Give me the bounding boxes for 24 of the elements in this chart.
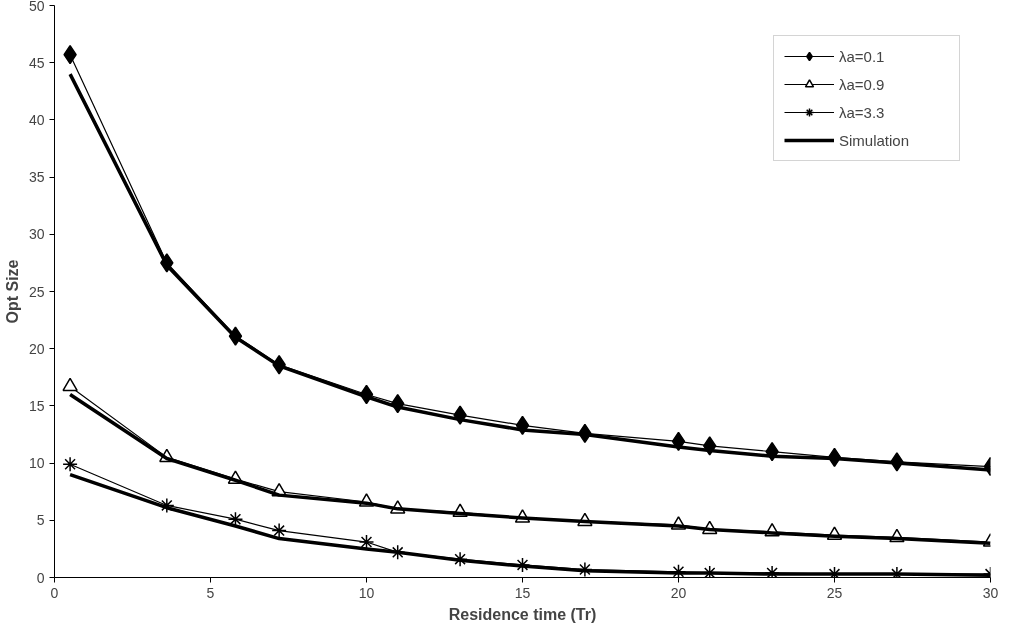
x-tick-label: 10 — [358, 584, 375, 601]
x-tick-label: 15 — [514, 584, 531, 601]
y-axis-title: Opt Size — [3, 259, 21, 324]
y-tick-label: 25 — [28, 283, 45, 300]
y-tick-label: 30 — [28, 226, 45, 243]
y-tick-label: 10 — [28, 455, 45, 472]
y-tick-label: 15 — [28, 397, 45, 414]
legend-label: Simulation — [839, 131, 911, 149]
y-tick-label: 50 — [28, 0, 45, 14]
x-tick-label: 25 — [826, 584, 843, 601]
y-tick-label: 0 — [36, 569, 45, 586]
y-tick-label: 20 — [28, 340, 45, 357]
y-tick-label: 40 — [28, 111, 45, 128]
x-tick-label: 5 — [206, 584, 215, 601]
x-tick-label: 0 — [50, 584, 59, 601]
x-tick-label: 20 — [670, 584, 687, 601]
x-axis-title: Residence time (Tr) — [448, 605, 597, 623]
legend-label: λa=3.3 — [839, 103, 886, 121]
legend-label: λa=0.1 — [839, 47, 886, 65]
y-tick-label: 35 — [28, 169, 45, 186]
y-tick-label: 45 — [28, 54, 45, 71]
legend-label: λa=0.9 — [839, 75, 886, 93]
x-tick-label: 30 — [982, 584, 999, 601]
y-tick-label: 5 — [36, 512, 45, 529]
